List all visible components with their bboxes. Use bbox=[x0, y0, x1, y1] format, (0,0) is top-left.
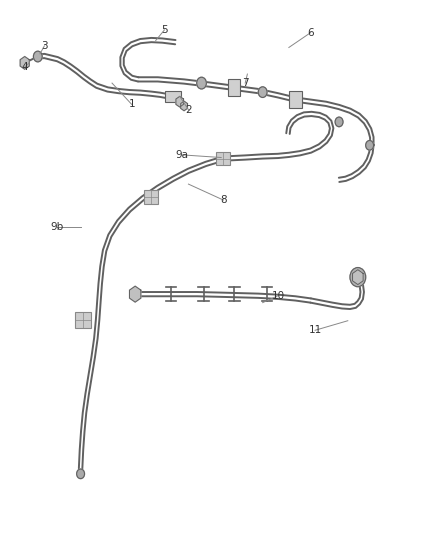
Circle shape bbox=[77, 469, 85, 479]
Text: 9b: 9b bbox=[51, 222, 64, 232]
Circle shape bbox=[366, 141, 374, 150]
Text: 8: 8 bbox=[220, 195, 227, 205]
Text: 6: 6 bbox=[307, 28, 314, 38]
Text: 7: 7 bbox=[242, 78, 248, 88]
Bar bbox=[165, 91, 181, 102]
Text: 4: 4 bbox=[21, 62, 28, 72]
Text: 5: 5 bbox=[161, 25, 168, 35]
Text: 11: 11 bbox=[308, 325, 321, 335]
Circle shape bbox=[33, 51, 42, 62]
Circle shape bbox=[258, 87, 267, 98]
Bar bbox=[216, 152, 230, 165]
Polygon shape bbox=[180, 101, 187, 111]
Bar bbox=[145, 190, 158, 204]
Polygon shape bbox=[353, 270, 363, 285]
Circle shape bbox=[350, 268, 366, 287]
Polygon shape bbox=[130, 286, 141, 302]
Bar bbox=[228, 79, 240, 96]
Text: 1: 1 bbox=[128, 99, 135, 109]
Text: 10: 10 bbox=[272, 290, 285, 301]
Polygon shape bbox=[20, 56, 29, 69]
Bar bbox=[75, 312, 91, 328]
Polygon shape bbox=[176, 96, 184, 107]
Text: 9a: 9a bbox=[175, 150, 188, 160]
Bar bbox=[289, 91, 301, 108]
Text: 2: 2 bbox=[185, 104, 192, 115]
Circle shape bbox=[335, 117, 343, 127]
Text: 3: 3 bbox=[41, 41, 48, 51]
Circle shape bbox=[197, 77, 206, 89]
